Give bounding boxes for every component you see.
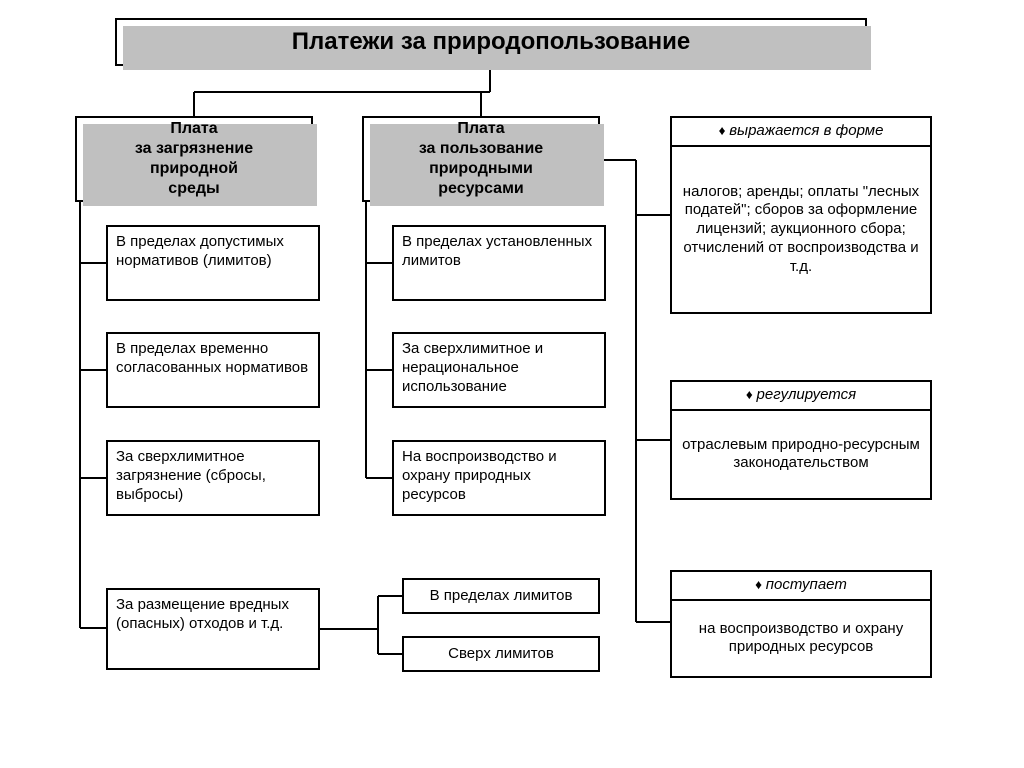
usage-item-1-text: За сверхлимитное и нерациональное исполь… [402,340,596,396]
pollution-item-3: За размещение вредных (опасных) отходов … [106,588,320,670]
pollution-item-3-text: За размещение вредных (опасных) отходов … [116,596,310,634]
pollution-item-1: В пределах временно согласованных нормат… [106,332,320,408]
title-box: Платежи за природопользование [115,18,867,66]
side-2-head: поступает [755,576,847,593]
pollution-item-2-text: За сверхлимитное загрязнение (сбросы, вы… [116,448,310,504]
side-box-2: поступает на воспроизводство и охрану пр… [670,570,932,678]
side-0-head: выражается в форме [719,122,884,139]
usage-sub-0: В пределах лимитов [402,578,600,614]
side-box-0: выражается в форме налогов; аренды; опла… [670,116,932,314]
pollution-item-0-text: В пределах допустимых нормативов (лимито… [116,233,310,271]
usage-sub-0-text: В пределах лимитов [430,587,573,606]
usage-sub-1-text: Сверх лимитов [448,645,554,664]
usage-item-2-text: На воспроизводство и охрану природных ре… [402,448,596,504]
usage-item-0-text: В пределах установленных лимитов [402,233,596,271]
usage-item-0: В пределах установленных лимитов [392,225,606,301]
pollution-item-1-text: В пределах временно согласованных нормат… [116,340,310,378]
title-text: Платежи за природопользование [292,27,690,57]
side-1-body: отраслевым природно-ресурсным законодате… [680,436,922,474]
side-1-head: регулируется [746,386,856,403]
side-2-body: на воспроизводство и охрану природных ре… [680,620,922,658]
pollution-item-2: За сверхлимитное загрязнение (сбросы, вы… [106,440,320,516]
usage-item-2: На воспроизводство и охрану природных ре… [392,440,606,516]
pollution-header-text: Плата за загрязнение природной среды [135,119,253,199]
side-box-1: регулируется отраслевым природно-ресурсн… [670,380,932,500]
usage-header-text: Плата за пользование природными ресурсам… [419,119,543,199]
pollution-item-0: В пределах допустимых нормативов (лимито… [106,225,320,301]
usage-sub-1: Сверх лимитов [402,636,600,672]
pollution-header: Плата за загрязнение природной среды [75,116,313,202]
side-0-body: налогов; аренды; оплаты "лесных податей"… [680,183,922,277]
usage-item-1: За сверхлимитное и нерациональное исполь… [392,332,606,408]
usage-header: Плата за пользование природными ресурсам… [362,116,600,202]
